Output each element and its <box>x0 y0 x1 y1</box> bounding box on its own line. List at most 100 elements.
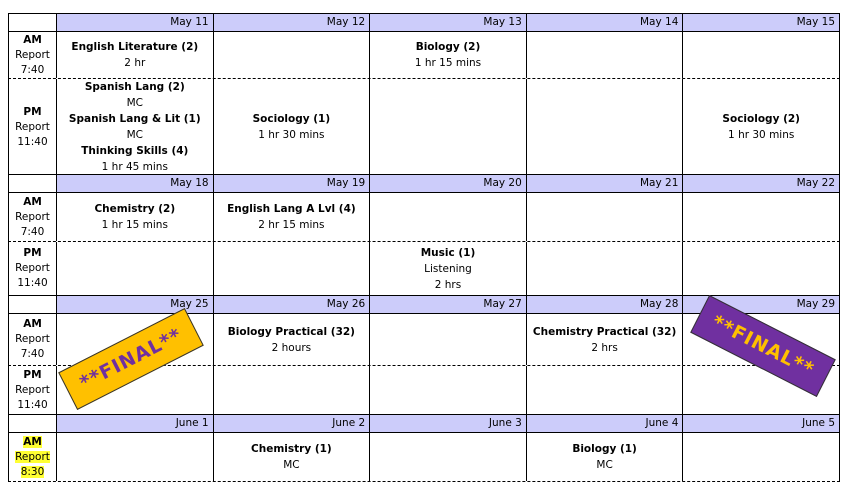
date-header: May 13 <box>370 14 527 31</box>
exam-detail: 1 hr 30 mins <box>728 129 795 141</box>
exam-title: English Literature (2) <box>71 41 199 53</box>
pm-text: PM <box>23 247 42 259</box>
date-header: May 19 <box>213 175 371 192</box>
am-label: AM Report 7:40 <box>8 193 57 241</box>
exam-title: Chemistry (2) <box>94 203 176 215</box>
exam-detail: MC <box>126 129 143 141</box>
day-cell <box>214 32 371 78</box>
exam-detail: 1 hr 15 mins <box>101 219 168 231</box>
week-header-row: May 25 May 26 May 27 May 28 May 29 <box>8 295 840 314</box>
day-cell <box>370 314 527 365</box>
am-label: AM Report 8:30 <box>8 433 57 481</box>
exam-detail: Listening <box>424 262 472 275</box>
date-header: May 25 <box>57 296 214 313</box>
exam-title: Biology (2) <box>415 41 481 53</box>
day-cell: Sociology (1) 1 hr 30 mins <box>214 79 371 175</box>
am-text: AM <box>23 435 42 448</box>
report-time: 7:40 <box>20 63 45 76</box>
exam-title: Thinking Skills (4) <box>81 145 189 157</box>
exam-detail: 2 hr 15 mins <box>258 219 325 231</box>
date-header: May 15 <box>683 14 840 31</box>
day-cell <box>683 242 840 295</box>
exam-title: Biology (1) <box>572 443 637 455</box>
report-time: 7:40 <box>20 225 45 238</box>
date-header: May 18 <box>57 175 214 192</box>
day-cell <box>57 433 214 481</box>
pm-label: PM Report 11:40 <box>8 242 57 295</box>
date-header: May 26 <box>213 296 371 313</box>
exam-detail: MC <box>596 459 613 471</box>
pm-label: PM Report 11:40 <box>8 79 57 175</box>
week-header-row: June 1 June 2 June 3 June 4 June 5 <box>8 414 840 433</box>
exam-detail: 2 hrs <box>591 341 618 354</box>
day-cell <box>370 193 527 241</box>
exam-title: Spanish Lang (2) <box>84 81 185 93</box>
report-time: 8:30 <box>20 465 45 478</box>
exam-detail: 2 hr <box>124 57 146 69</box>
report-text: Report <box>15 262 50 274</box>
report-text: Report <box>15 210 50 223</box>
report-text: Report <box>15 120 50 133</box>
day-cell <box>370 433 527 481</box>
day-cell: Biology (2) 1 hr 15 mins <box>370 32 527 78</box>
exam-title: Chemistry (1) <box>251 443 332 455</box>
day-cell: Biology (1) MC <box>527 433 684 481</box>
day-cell <box>370 79 527 175</box>
report-time: 11:40 <box>17 277 48 289</box>
day-cell <box>683 193 840 241</box>
day-cell <box>527 79 684 175</box>
exam-detail: 1 hr 30 mins <box>258 129 325 141</box>
report-text: Report <box>15 48 50 61</box>
am-text: AM <box>23 195 42 208</box>
am-session-row: AM Report 7:40 Biology Practical (32) 2 hour… <box>8 314 840 366</box>
header-corner <box>8 175 57 192</box>
day-cell: Chemistry (2) 1 hr 15 mins <box>57 193 214 241</box>
am-text: AM <box>23 33 42 46</box>
day-cell <box>683 314 840 365</box>
day-cell <box>57 366 214 414</box>
exam-title: Sociology (1) <box>252 113 331 125</box>
day-cell: Biology Practical (32) 2 hours <box>214 314 371 365</box>
day-cell: Music (1) Listening 2 hrs <box>370 242 527 295</box>
exam-detail: 1 hr 15 mins <box>414 57 482 69</box>
day-cell <box>57 314 214 365</box>
day-cell: English Lang A Lvl (4) 2 hr 15 mins <box>214 193 371 241</box>
header-corner <box>8 14 57 31</box>
date-header: June 4 <box>526 415 684 432</box>
pm-text: PM <box>23 368 42 381</box>
exam-calendar: May 11 May 12 May 13 May 14 May 15 AM Report 7:… <box>8 13 840 482</box>
day-cell <box>57 242 214 295</box>
exam-detail: 2 hrs <box>434 278 462 291</box>
day-cell <box>527 193 684 241</box>
day-cell <box>683 433 840 481</box>
date-header: June 3 <box>370 415 527 432</box>
header-corner <box>8 415 57 432</box>
report-time: 11:40 <box>17 398 48 411</box>
exam-title: Music (1) <box>420 246 476 259</box>
day-cell <box>214 366 371 414</box>
date-header: June 5 <box>683 415 840 432</box>
day-cell <box>527 366 684 414</box>
am-text: AM <box>23 318 42 330</box>
exam-title: English Lang A Lvl (4) <box>227 203 356 215</box>
report-text: Report <box>15 333 50 345</box>
date-header: May 12 <box>213 14 371 31</box>
date-header: May 20 <box>370 175 527 192</box>
day-cell <box>683 32 840 78</box>
pm-label: PM Report 11:40 <box>8 366 57 414</box>
day-cell: Spanish Lang (2) MC Spanish Lang & Lit (1)… <box>57 79 214 175</box>
day-cell: Sociology (2) 1 hr 30 mins <box>683 79 840 175</box>
day-cell <box>527 242 684 295</box>
date-header: May 14 <box>526 14 684 31</box>
day-cell <box>370 366 527 414</box>
day-cell <box>527 32 684 78</box>
date-header: May 27 <box>370 296 527 313</box>
date-header: May 28 <box>526 296 684 313</box>
exam-title: Sociology (2) <box>722 113 800 125</box>
report-text: Report <box>15 383 50 396</box>
exam-detail: MC <box>126 97 143 109</box>
pm-session-row: PM Report 11:40 Spanish Lang (2) MC Spanish L… <box>8 79 840 175</box>
am-session-row: AM Report 7:40 English Literature (2) 2 hr Bi… <box>8 32 840 79</box>
am-label: AM Report 7:40 <box>8 32 57 78</box>
am-label: AM Report 7:40 <box>8 314 57 365</box>
